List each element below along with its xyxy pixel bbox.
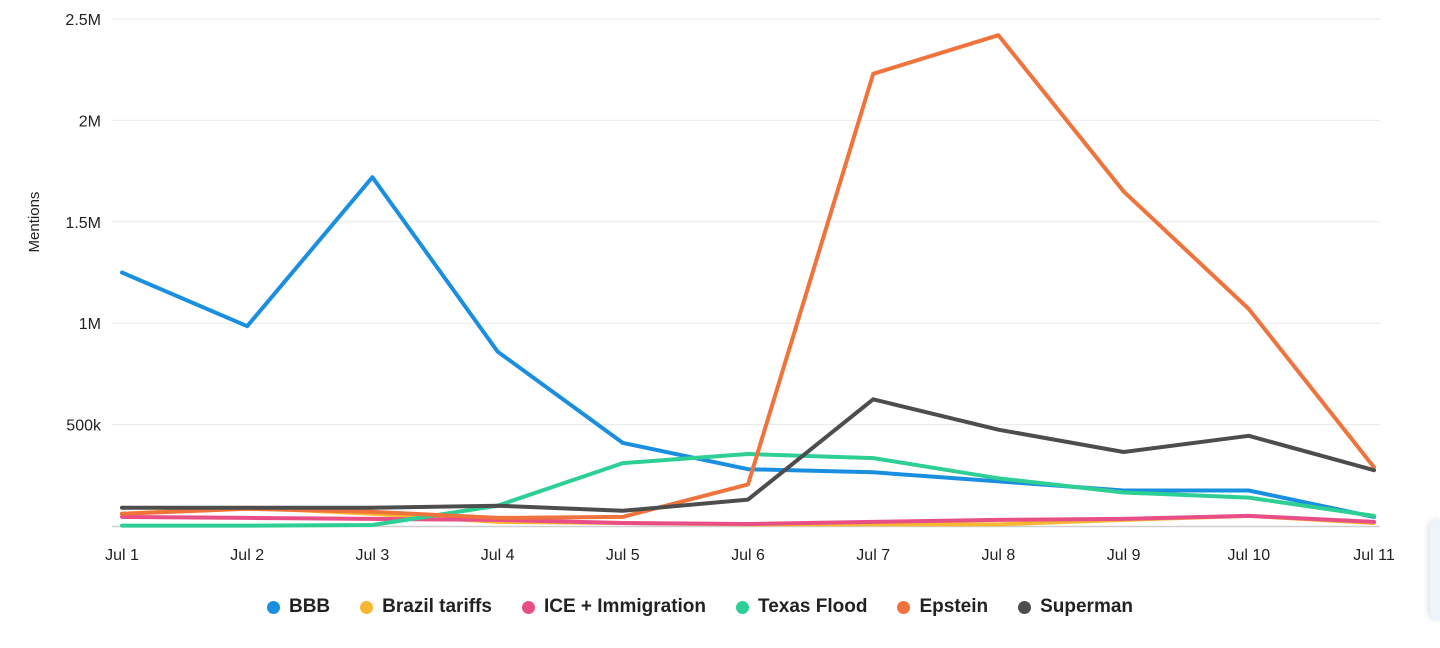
legend-marker-icon <box>897 600 911 614</box>
legend-item-bbb[interactable]: BBB <box>266 596 331 618</box>
legend-marker-icon <box>360 600 374 614</box>
y-tick-label: 1M <box>79 316 101 333</box>
legend-label: BBB <box>288 596 331 617</box>
x-tick-label: Jul 11 <box>1353 547 1395 564</box>
gridlines <box>112 18 1380 528</box>
side-panel-edge[interactable] <box>1430 520 1440 620</box>
legend-marker-icon <box>266 600 280 614</box>
x-tick-label: Jul 1 <box>105 547 139 564</box>
x-tick-label: Jul 9 <box>1107 547 1141 564</box>
legend-marker-icon <box>1018 600 1032 614</box>
legend: BBB Brazil tariffs ICE + Immigration Texas … <box>0 596 1400 618</box>
series-line-ice-immigration[interactable] <box>120 513 1376 526</box>
x-tick-label: Jul 4 <box>481 547 515 564</box>
legend-item-brazil-tariffs[interactable]: Brazil tariffs <box>360 596 492 618</box>
y-axis-ticks: 500k 1M 1.5M 2M 2.5M <box>65 12 102 435</box>
legend-item-epstein[interactable]: Epstein <box>897 596 988 618</box>
series-line-texas-flood[interactable] <box>120 452 1376 528</box>
legend-label: Brazil tariffs <box>382 596 492 617</box>
legend-marker-icon <box>736 600 750 614</box>
x-tick-label: Jul 8 <box>982 547 1016 564</box>
y-tick-label: 2.5M <box>65 12 101 29</box>
legend-marker-icon <box>521 600 535 614</box>
series-line-bbb[interactable] <box>120 175 1376 519</box>
y-tick-label: 2M <box>79 113 101 130</box>
legend-label: Texas Flood <box>758 596 868 617</box>
y-axis-title: Mentions <box>26 192 43 253</box>
x-tick-label: Jul 7 <box>856 547 890 564</box>
series-line-superman[interactable] <box>120 397 1376 513</box>
legend-item-texas-flood[interactable]: Texas Flood <box>736 596 867 618</box>
legend-label: ICE + Immigration <box>543 596 707 617</box>
legend-item-superman[interactable]: Superman <box>1018 596 1133 618</box>
series-line-epstein[interactable] <box>120 33 1376 520</box>
x-tick-label: Jul 3 <box>356 547 390 564</box>
x-axis-ticks: Jul 1 Jul 2 Jul 3 Jul 4 Jul 5 Jul 6 Jul 7 Jul 8… <box>105 547 1395 564</box>
legend-label: Superman <box>1040 596 1134 617</box>
series-lines <box>120 33 1376 528</box>
y-tick-label: 500k <box>66 418 102 435</box>
legend-label: Epstein <box>919 596 989 617</box>
y-tick-label: 1.5M <box>65 215 101 232</box>
x-tick-label: Jul 2 <box>230 547 264 564</box>
legend-item-ice-immigration[interactable]: ICE + Immigration <box>521 596 707 618</box>
x-tick-label: Jul 6 <box>731 547 765 564</box>
x-tick-label: Jul 5 <box>606 547 640 564</box>
x-tick-label: Jul 10 <box>1227 547 1270 564</box>
